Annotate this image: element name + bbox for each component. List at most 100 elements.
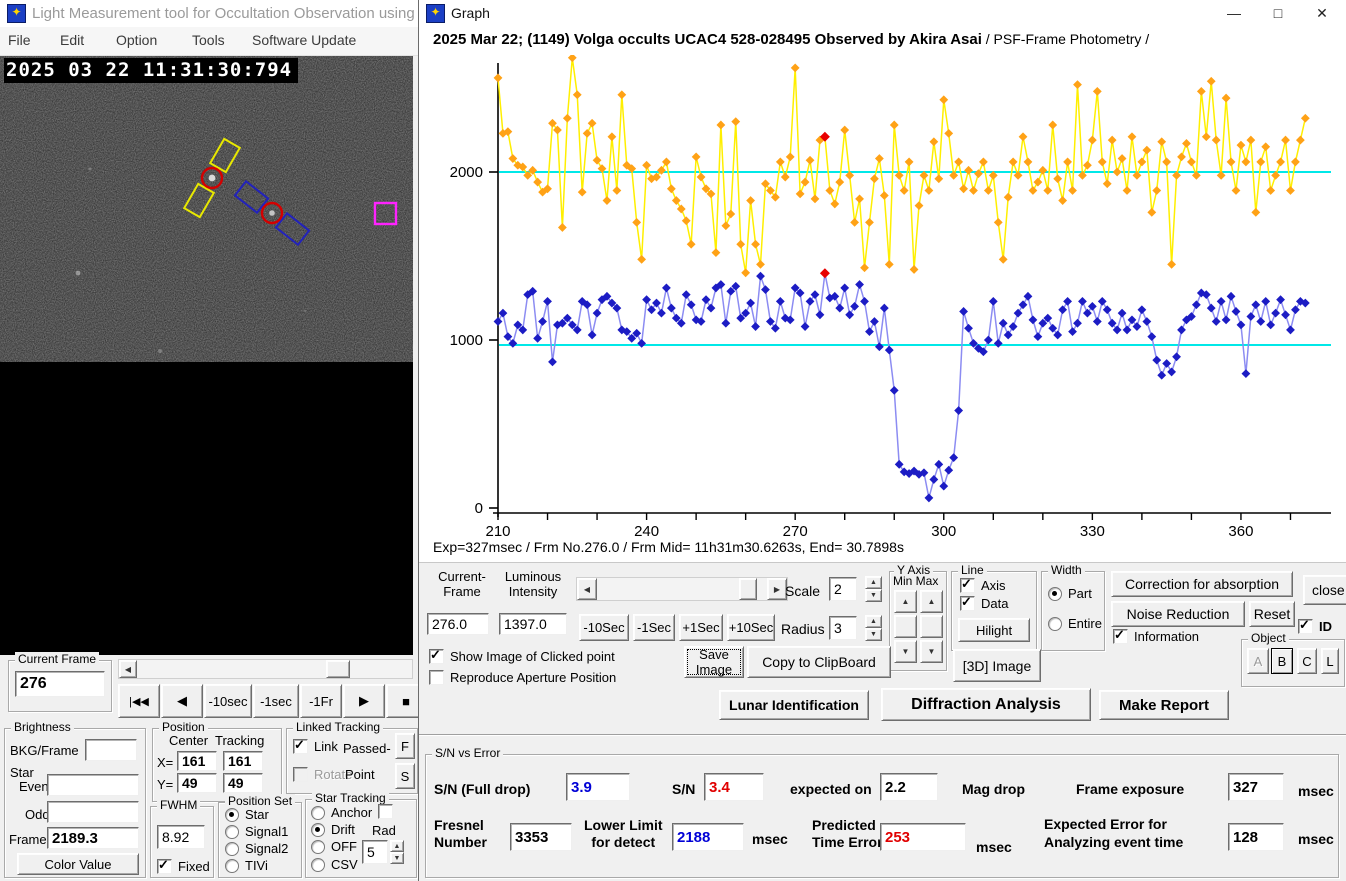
plus-1sec-graph-button[interactable]: +1Sec — [679, 614, 723, 641]
object-b-button[interactable]: B — [1271, 648, 1293, 674]
ymin-up-button[interactable]: ▲ — [894, 590, 917, 613]
make-report-button[interactable]: Make Report — [1099, 690, 1229, 720]
radio-drift[interactable] — [311, 822, 325, 837]
menu-file[interactable]: File — [8, 32, 31, 48]
hilight-button[interactable]: Hilight — [958, 618, 1030, 642]
predicted-error-field[interactable]: 253 — [880, 823, 966, 851]
graph-scroll-thumb[interactable] — [739, 578, 757, 600]
save-image-button[interactable]: Save Image — [684, 646, 744, 678]
ymax-mid-button[interactable] — [920, 615, 943, 638]
object-l-button[interactable]: L — [1321, 648, 1339, 674]
diffraction-analysis-button[interactable]: Diffraction Analysis — [881, 688, 1091, 721]
y-tracking-field[interactable]: 49 — [223, 773, 263, 793]
menu-edit[interactable]: Edit — [60, 32, 85, 48]
close-window-button[interactable]: ✕ — [1316, 4, 1328, 21]
scale-field[interactable]: 2 — [829, 577, 857, 601]
radius-field[interactable]: 3 — [829, 616, 857, 640]
scale-spin-down[interactable]: ▼ — [865, 589, 882, 602]
width-entire-radio[interactable] — [1048, 616, 1062, 631]
graph-scroll-right[interactable]: ▶ — [767, 578, 787, 600]
lunar-identification-button[interactable]: Lunar Identification — [719, 690, 869, 720]
sn-full-field[interactable]: 3.9 — [566, 773, 630, 801]
link-checkbox[interactable] — [293, 737, 308, 754]
graph-scroll-left[interactable]: ◀ — [577, 578, 597, 600]
frame-scrollbar[interactable]: ◀ — [118, 659, 413, 679]
rad-field[interactable]: 5 — [362, 840, 388, 864]
information-checkbox[interactable] — [1113, 627, 1128, 644]
fresnel-field[interactable]: 3353 — [510, 823, 572, 851]
fwhm-field[interactable]: 8.92 — [157, 825, 205, 849]
maximize-button[interactable]: □ — [1273, 5, 1283, 21]
ymin-down-button[interactable]: ▼ — [894, 640, 917, 663]
rad-spin-up[interactable]: ▲ — [390, 840, 404, 852]
data-checkbox[interactable] — [960, 594, 975, 611]
passed-f-button[interactable]: F — [395, 733, 415, 759]
minus-1frame-button[interactable]: -1Fr — [300, 684, 342, 718]
menu-tools[interactable]: Tools — [192, 32, 225, 48]
noise-reduction-button[interactable]: Noise Reduction — [1111, 601, 1245, 627]
lower-limit-field[interactable]: 2188 — [672, 823, 744, 851]
rewind-button[interactable]: |◀◀ — [118, 684, 160, 718]
frame-exposure-field[interactable]: 327 — [1228, 773, 1284, 801]
video-frame[interactable]: 2025 03 22 11:31:30:794 — [0, 56, 413, 655]
radio-signal2[interactable] — [225, 841, 239, 856]
radio-signal1[interactable] — [225, 824, 239, 839]
point-s-button[interactable]: S — [395, 763, 415, 789]
radius-spin-down[interactable]: ▼ — [865, 628, 882, 641]
anchor-checkbox[interactable] — [378, 804, 393, 819]
frame-field[interactable]: 2189.3 — [47, 827, 139, 849]
sn-field[interactable]: 3.4 — [704, 773, 764, 801]
luminous-intensity-field[interactable]: 1397.0 — [499, 613, 567, 635]
copy-clipboard-button[interactable]: Copy to ClipBoard — [747, 646, 891, 678]
scale-spin-up[interactable]: ▲ — [865, 576, 882, 589]
object-c-button[interactable]: C — [1297, 648, 1317, 674]
y-center-field[interactable]: 49 — [177, 773, 217, 793]
graph-titlebar[interactable]: ✦ Graph — □ ✕ — [419, 0, 1346, 26]
scrollbar-thumb[interactable] — [326, 660, 350, 678]
radio-star[interactable] — [225, 807, 239, 822]
plus-10sec-graph-button[interactable]: +10Sec — [727, 614, 775, 641]
radio-tivi[interactable] — [225, 858, 239, 873]
show-image-checkbox[interactable] — [429, 647, 444, 664]
stop-button[interactable]: ■ — [386, 684, 419, 718]
radio-off[interactable] — [311, 839, 325, 854]
ymin-mid-button[interactable] — [894, 615, 917, 638]
minimize-button[interactable]: — — [1227, 5, 1241, 21]
3d-image-button[interactable]: [3D] Image — [953, 649, 1041, 682]
ymax-up-button[interactable]: ▲ — [920, 590, 943, 613]
expected-error-field[interactable]: 128 — [1228, 823, 1284, 851]
ymax-down-button[interactable]: ▼ — [920, 640, 943, 663]
fixed-checkbox[interactable] — [157, 857, 172, 874]
color-value-button[interactable]: Color Value — [17, 853, 139, 875]
graph-scrollbar[interactable]: ◀ ▶ — [576, 577, 788, 601]
menu-option[interactable]: Option — [116, 32, 158, 48]
width-part-radio[interactable] — [1048, 586, 1062, 601]
axis-checkbox[interactable] — [960, 576, 975, 593]
light-curve-chart[interactable]: 0 1000 2000 210 240 270 300 330 360 — [419, 55, 1346, 555]
rad-spin-down[interactable]: ▼ — [390, 852, 404, 864]
minus-1sec-button[interactable]: -1sec — [253, 684, 299, 718]
radio-csv[interactable] — [311, 857, 325, 872]
bkg-frame-field[interactable] — [85, 739, 137, 761]
correction-absorption-button[interactable]: Correction for absorption — [1111, 571, 1293, 597]
graph-current-frame-field[interactable]: 276.0 — [427, 613, 489, 635]
minus-10sec-button[interactable]: -10sec — [204, 684, 252, 718]
reproduce-aperture-checkbox[interactable] — [429, 670, 444, 685]
radio-anchor[interactable] — [311, 805, 325, 820]
menu-software-update[interactable]: Software Update — [252, 32, 357, 48]
step-back-button[interactable]: ◀ — [161, 684, 203, 718]
minus-10sec-graph-button[interactable]: -10Sec — [579, 614, 629, 641]
expected-on-field[interactable]: 2.2 — [880, 773, 938, 801]
x-tracking-field[interactable]: 161 — [223, 751, 263, 771]
close-button[interactable]: close — [1303, 575, 1346, 605]
scrollbar-left-arrow[interactable]: ◀ — [119, 660, 137, 678]
lm-titlebar[interactable]: ✦ Light Measurement tool for Occultation… — [0, 0, 419, 27]
minus-1sec-graph-button[interactable]: -1Sec — [633, 614, 675, 641]
reset-button[interactable]: Reset — [1249, 601, 1295, 627]
x-center-field[interactable]: 161 — [177, 751, 217, 771]
radius-spin-up[interactable]: ▲ — [865, 615, 882, 628]
play-button[interactable]: ▶ — [343, 684, 385, 718]
odd-field[interactable] — [47, 801, 139, 823]
id-checkbox[interactable] — [1298, 617, 1313, 634]
even-field[interactable] — [47, 774, 139, 796]
